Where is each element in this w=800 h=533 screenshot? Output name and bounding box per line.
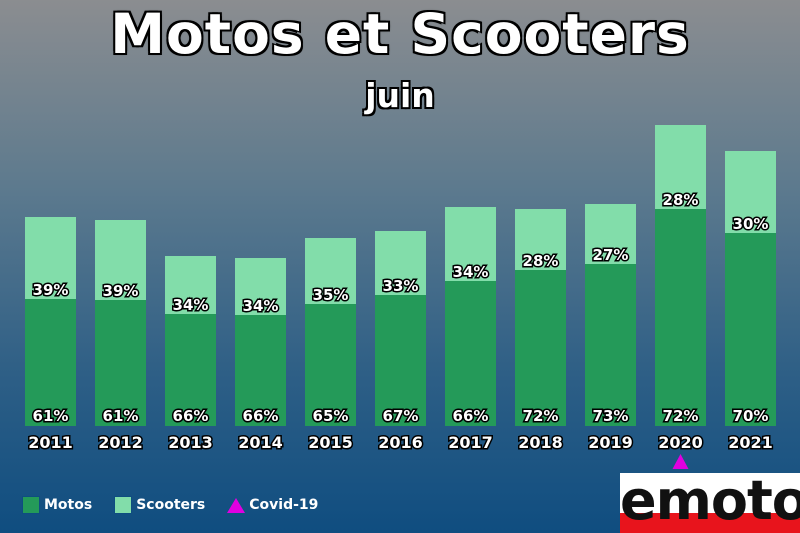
- data-label-scooters-2020: 28%: [663, 191, 699, 209]
- data-label-scooters-2013: 34%: [173, 296, 209, 314]
- bar-motos-2021: [725, 233, 776, 426]
- bar-scooters-2018: [515, 209, 566, 270]
- bar-scooters-2016: [375, 231, 426, 295]
- x-tick-label-2018: 2018: [518, 433, 563, 452]
- emoto-logo[interactable]: emoto: [620, 469, 800, 533]
- legend-label-scooters: Scooters: [136, 497, 206, 513]
- data-label-scooters-2021: 30%: [733, 215, 769, 233]
- x-tick-label-2021: 2021: [728, 433, 773, 452]
- x-tick-label-2019: 2019: [588, 433, 633, 452]
- data-label-motos-2018: 72%: [523, 407, 559, 425]
- data-label-scooters-2015: 35%: [313, 286, 349, 304]
- data-label-scooters-2016: 33%: [383, 277, 419, 295]
- bar-motos-2013: [165, 314, 216, 426]
- covid-marker-2020: [672, 454, 689, 469]
- x-tick-label-2013: 2013: [168, 433, 213, 452]
- x-tick-label-2011: 2011: [28, 433, 73, 452]
- data-label-motos-2017: 66%: [453, 407, 489, 425]
- bar-scooters-2017: [445, 207, 496, 281]
- x-tick-label-2015: 2015: [308, 433, 353, 452]
- legend-item-scooters: Scooters: [114, 496, 205, 514]
- bar-scooters-2012: [95, 220, 146, 300]
- bar-motos-2019: [585, 264, 636, 426]
- x-tick-label-2020: 2020: [658, 433, 703, 452]
- bar-motos-2017: [445, 281, 496, 426]
- x-tick-label-2017: 2017: [448, 433, 493, 452]
- data-label-scooters-2011: 39%: [33, 281, 69, 299]
- triangle-icon: [227, 497, 246, 513]
- bar-scooters-2019: [585, 204, 636, 264]
- bar-scooters-2011: [25, 217, 76, 299]
- bar-motos-2018: [515, 270, 566, 426]
- data-label-scooters-2018: 28%: [523, 252, 559, 270]
- logo-text: emoto: [620, 469, 800, 532]
- legend-label-motos: Motos: [44, 497, 93, 513]
- data-label-motos-2015: 65%: [313, 407, 349, 425]
- x-tick-label-2016: 2016: [378, 433, 423, 452]
- bar-scooters-2013: [165, 256, 216, 314]
- data-label-motos-2020: 72%: [663, 407, 699, 425]
- bar-motos-2014: [235, 315, 286, 426]
- bar-motos-2016: [375, 295, 426, 426]
- legend: Motos Scooters Covid-19: [22, 496, 340, 514]
- bar-motos-2020: [655, 209, 706, 426]
- legend-swatch-scooters: [114, 496, 133, 514]
- logo-red-band: [620, 513, 800, 533]
- data-label-motos-2019: 73%: [593, 407, 629, 425]
- data-label-motos-2021: 70%: [733, 407, 769, 425]
- data-label-scooters-2014: 34%: [243, 297, 279, 315]
- bar-motos-2012: [95, 300, 146, 426]
- bar-scooters-2014: [235, 258, 286, 315]
- legend-swatch-motos: [22, 496, 40, 514]
- data-label-motos-2011: 61%: [33, 407, 69, 425]
- legend-label-covid: Covid-19: [249, 497, 319, 513]
- data-label-scooters-2019: 27%: [593, 246, 629, 264]
- data-label-scooters-2017: 34%: [453, 263, 489, 281]
- bar-scooters-2020: [655, 125, 706, 209]
- data-label-motos-2016: 67%: [383, 407, 419, 425]
- chart-title: Motos et Scooters: [110, 2, 690, 66]
- x-tick-label-2014: 2014: [238, 433, 283, 452]
- bar-motos-2015: [305, 304, 356, 426]
- chart-subtitle: juin: [365, 76, 435, 115]
- x-tick-label-2012: 2012: [98, 433, 143, 452]
- data-label-scooters-2012: 39%: [103, 282, 139, 300]
- data-label-motos-2014: 66%: [243, 407, 279, 425]
- data-label-motos-2012: 61%: [103, 407, 139, 425]
- data-label-motos-2013: 66%: [173, 407, 209, 425]
- legend-item-covid: Covid-19: [227, 497, 318, 513]
- bar-scooters-2021: [725, 151, 776, 233]
- bar-motos-2011: [25, 299, 76, 426]
- legend-item-motos: Motos: [22, 496, 92, 514]
- bar-scooters-2015: [305, 238, 356, 304]
